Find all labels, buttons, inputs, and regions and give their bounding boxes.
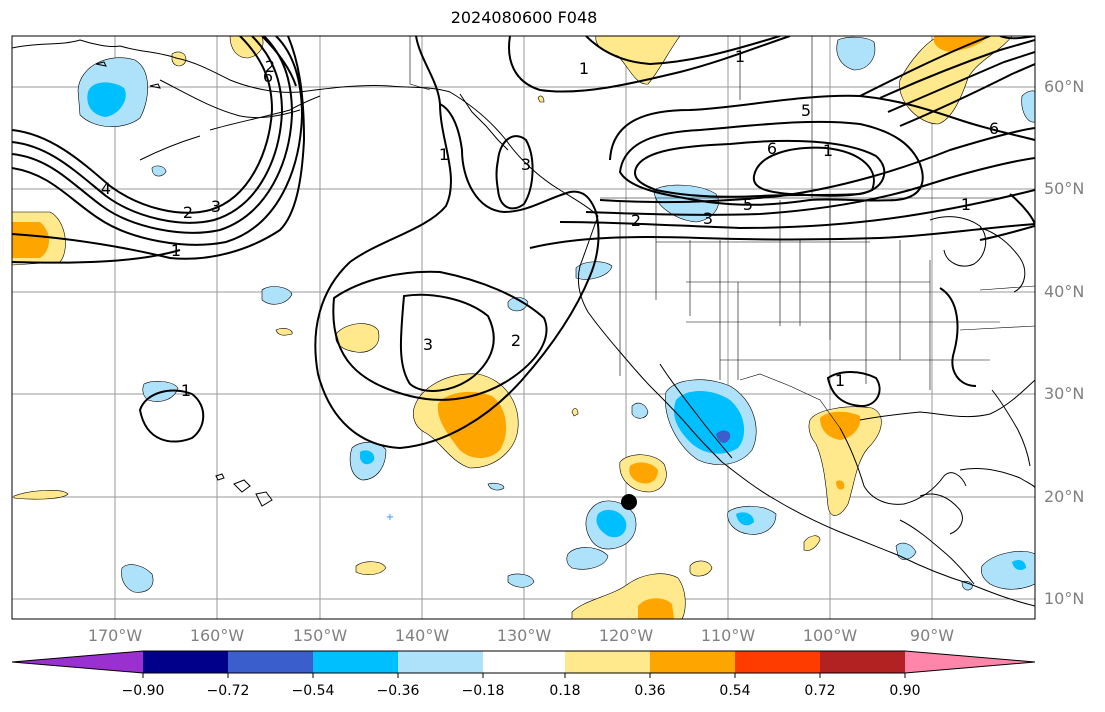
shaded-anomalies	[12, 36, 1035, 619]
colorbar-extension-min	[12, 651, 143, 673]
contour-label: 1	[181, 381, 191, 400]
contour-label: 1	[835, 371, 845, 390]
lon-label: 150°W	[292, 626, 348, 645]
colorbar-segment	[228, 651, 313, 673]
contour-label: 1	[961, 195, 971, 214]
contour-label: 1	[579, 59, 589, 78]
contour-label: 6	[989, 119, 999, 138]
contour-label: 3	[423, 335, 433, 354]
colorbar-segment	[143, 651, 228, 673]
lon-label: 100°W	[802, 626, 858, 645]
contour-label: 4	[101, 179, 111, 198]
map-frame	[11, 35, 1036, 620]
colorbar-segment	[735, 651, 820, 673]
contour-label: 1	[735, 47, 745, 66]
map-content: 1 2 3 4 1 2 3 6 1 2 3 5 6 1 3 2 1 1 1 1 …	[12, 36, 1035, 619]
lon-label: 110°W	[700, 626, 756, 645]
colorbar-tick-label: 0.36	[634, 683, 666, 699]
colorbar-segment	[483, 651, 565, 673]
lon-label: 170°W	[87, 626, 143, 645]
colorbar-tick-label: −0.90	[121, 683, 165, 699]
contour-label: 3	[703, 209, 713, 228]
lon-label: 120°W	[598, 626, 654, 645]
colorbar	[11, 650, 1036, 678]
colorbar-tick-label: 0.72	[804, 683, 836, 699]
lon-label: 140°W	[394, 626, 450, 645]
colorbar-segment	[820, 651, 905, 673]
colorbar-segment	[313, 651, 398, 673]
contour-label: 1	[171, 241, 181, 260]
small-cross-marker: +	[386, 512, 394, 523]
contour-label: 6	[263, 67, 273, 86]
lon-label: 160°W	[189, 626, 245, 645]
lat-label: 40°N	[1044, 282, 1085, 301]
lat-label: 60°N	[1044, 77, 1085, 96]
contour-label: 1	[439, 145, 449, 164]
contour-label: 2	[265, 57, 275, 76]
contour-label: 2	[183, 203, 193, 222]
colorbar-segment	[398, 651, 483, 673]
contour-labels: 1 2 3 4 1 2 3 6 1 2 3 5 6 1 3 2 1 1 1 1 …	[101, 47, 999, 400]
lon-label: 130°W	[496, 626, 552, 645]
contour-label: 5	[801, 101, 811, 120]
map-title: 2024080600 F048	[450, 8, 598, 27]
colorbar-segments	[11, 650, 1036, 678]
lat-label: 30°N	[1044, 384, 1085, 403]
contour-label: 3	[211, 197, 221, 216]
colorbar-segment	[565, 651, 650, 673]
contour-label: 6	[767, 139, 777, 158]
colorbar-tick-label: 0.90	[889, 683, 921, 699]
lat-label: 20°N	[1044, 487, 1085, 506]
contour-label: 2	[631, 211, 641, 230]
location-marker	[621, 494, 637, 510]
colorbar-tick-label: −0.18	[461, 683, 505, 699]
contour-label: 5	[743, 195, 753, 214]
colorbar-tick-label: 0.54	[719, 683, 751, 699]
colorbar-tick-label: −0.36	[376, 683, 420, 699]
colorbar-tick-label: −0.54	[291, 683, 335, 699]
contour-label: 3	[521, 155, 531, 174]
lat-label: 50°N	[1044, 179, 1085, 198]
colorbar-tick-label: 0.18	[549, 683, 581, 699]
contour-lines	[12, 36, 1035, 450]
political-borders	[409, 36, 1035, 429]
contour-label: 2	[511, 331, 521, 350]
colorbar-tick-label: −0.72	[206, 683, 250, 699]
lat-label: 10°N	[1044, 589, 1085, 608]
contour-label: 1	[823, 141, 833, 160]
colorbar-segment	[650, 651, 735, 673]
colorbar-extension-max	[905, 651, 1035, 673]
lon-label: 90°W	[909, 626, 955, 645]
